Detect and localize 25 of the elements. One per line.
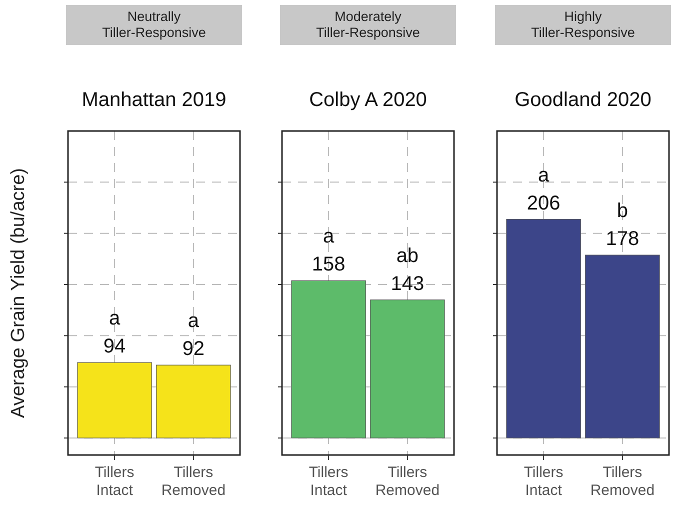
data-label: 178 [606,228,640,250]
chart-title: Manhattan 2019 [82,89,226,111]
data-label: 206 [526,192,560,214]
x-tick-label: Tillers Intact [524,464,564,499]
chart-title: Goodland 2020 [514,89,652,111]
data-label: 92 [182,338,205,360]
x-tick-label: Tillers Removed [161,464,226,499]
annotation: b [616,200,628,222]
chart-title: Colby A 2020 [309,89,427,111]
chart-subtitle: Neutrally Tiller-Responsive [102,9,206,40]
annotation: a [108,308,121,330]
annotation: a [188,310,200,332]
annotation: a [322,226,335,248]
x-tick-label: Tillers Intact [94,464,134,499]
x-tick-label: Tillers Removed [590,464,655,499]
annotation: a [538,164,550,186]
annotation: ab [396,244,419,267]
y-axis-title: Average Grain Yield (bu/acre) [8,168,29,418]
chart-subtitle: Moderately Tiller-Responsive [316,9,420,40]
data-label: 143 [390,272,424,295]
chart-subtitle: Highly Tiller-Responsive [531,9,635,40]
data-label: 94 [103,336,126,358]
x-tick-label: Tillers Removed [375,464,440,499]
x-tick-label: Tillers Intact [308,464,348,499]
data-label: 158 [312,254,346,276]
